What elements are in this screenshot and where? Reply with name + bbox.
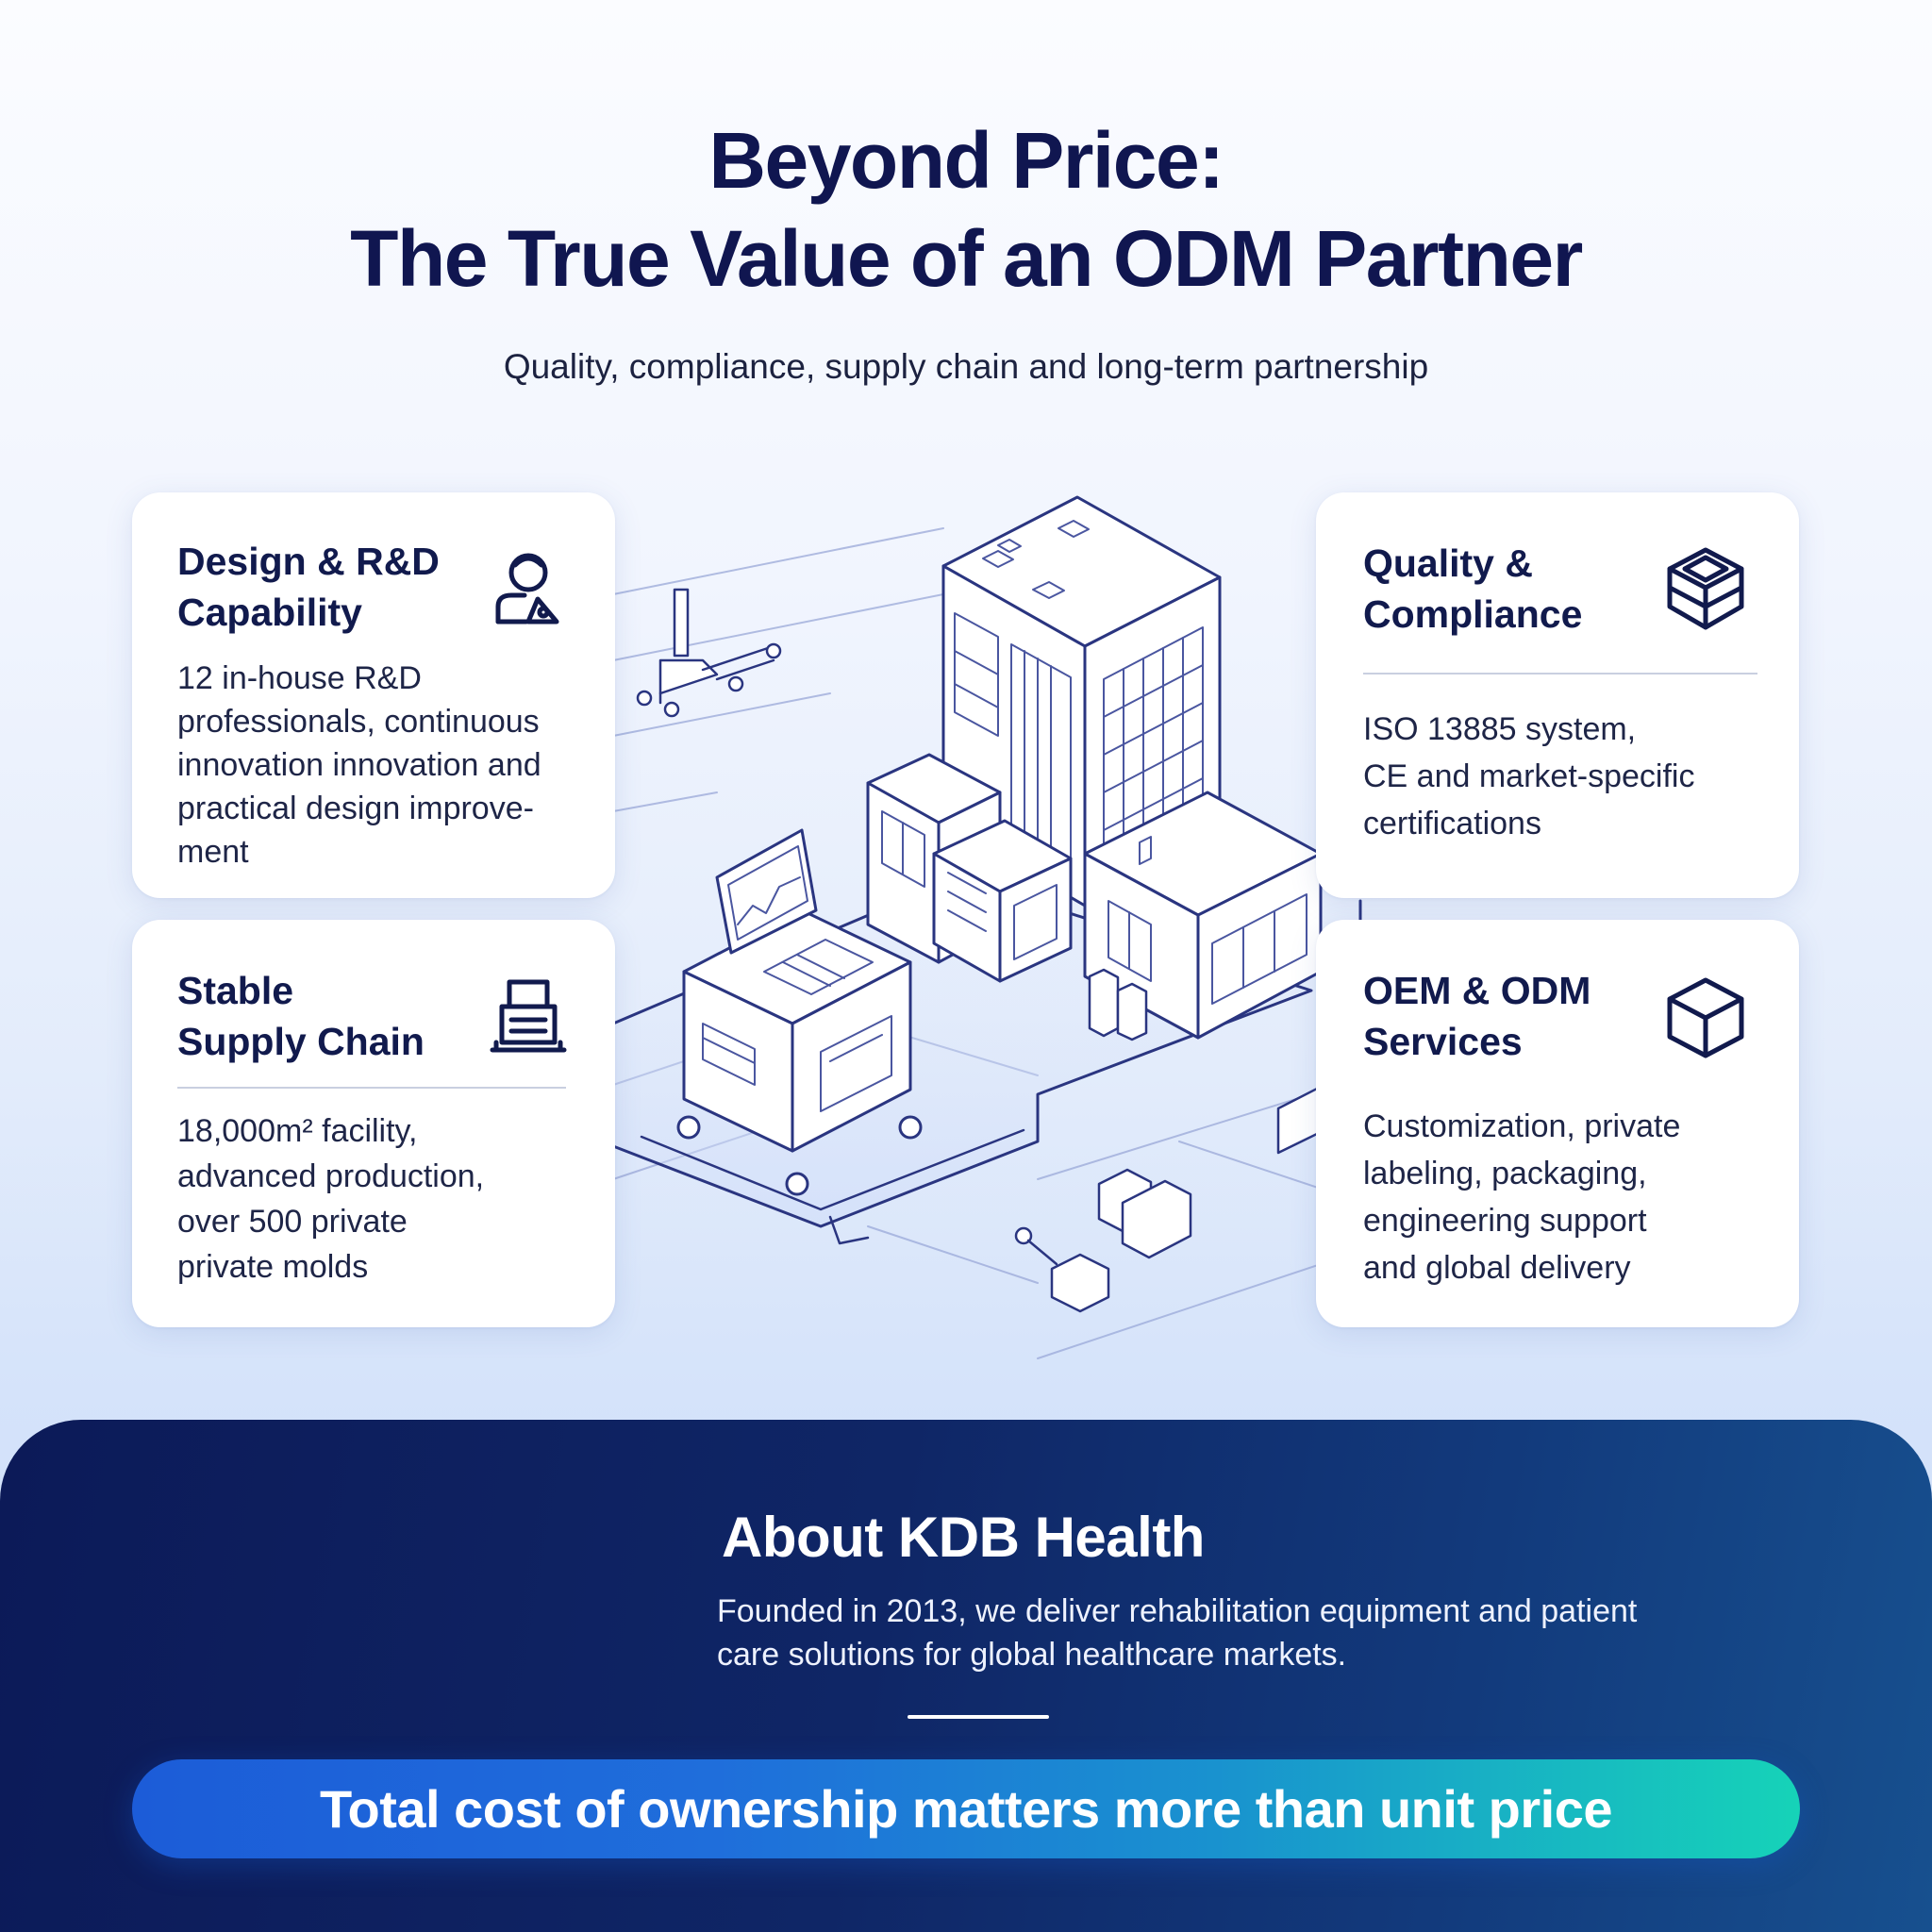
about-section: About KDB Health Founded in 2013, we del… <box>0 1420 1932 1932</box>
page-title: Beyond Price: The True Value of an ODM P… <box>0 111 1932 308</box>
right-annex <box>1083 791 1323 1040</box>
cube-icon <box>1667 977 1744 1058</box>
title-line-2: The True Value of an ODM Partner <box>350 214 1583 303</box>
page-subtitle: Quality, compliance, supply chain and lo… <box>503 347 1429 386</box>
card-quality-title: Quality & Compliance <box>1363 541 1583 636</box>
card-oem-title: OEM & ODM Services <box>1363 969 1591 1063</box>
card-oem-odm: OEM & ODM Services Customization, privat… <box>1316 920 1799 1327</box>
card-supply-divider <box>177 1087 566 1089</box>
medical-cart <box>682 828 912 1153</box>
card-supply-chain: Stable Supply Chain 18,000m² facility, a… <box>132 920 615 1327</box>
card-design-title: Design & R&D Capability <box>177 540 440 634</box>
pallet-crates <box>1014 1085 1323 1313</box>
card-design-rd: Design & R&D Capability 12 in-house R&D … <box>132 492 615 898</box>
stacked-boxes <box>1088 968 1148 1041</box>
document-stack-icon <box>490 979 567 1053</box>
card-quality-compliance: Quality & Compliance ISO 13885 system, C… <box>1316 492 1799 898</box>
about-divider <box>908 1715 1049 1719</box>
open-box-icon <box>1667 547 1744 630</box>
card-quality-body: ISO 13885 system, CE and market-specific… <box>1363 711 1695 841</box>
front-annex <box>932 819 1073 983</box>
card-design-body: 12 in-house R&D professionals, continuou… <box>177 660 541 870</box>
card-oem-body: Customization, private labeling, packagi… <box>1363 1108 1681 1286</box>
about-description: Founded in 2013, we deliver rehabilitati… <box>717 1593 1638 1673</box>
engineer-icon <box>495 553 559 625</box>
cart-wheels <box>676 1115 923 1196</box>
mobile-stand <box>636 588 782 718</box>
tagline-banner: Total cost of ownership matters more tha… <box>132 1759 1800 1858</box>
card-supply-body: 18,000m² facility, advanced production, … <box>177 1113 485 1285</box>
card-quality-divider <box>1363 673 1757 675</box>
factory-illustration <box>611 495 1362 1359</box>
tagline-text: Total cost of ownership matters more tha… <box>319 1779 1613 1839</box>
title-line-1: Beyond Price: <box>708 116 1224 205</box>
about-title: About KDB Health <box>722 1506 1205 1569</box>
card-supply-title: Stable Supply Chain <box>177 969 425 1063</box>
